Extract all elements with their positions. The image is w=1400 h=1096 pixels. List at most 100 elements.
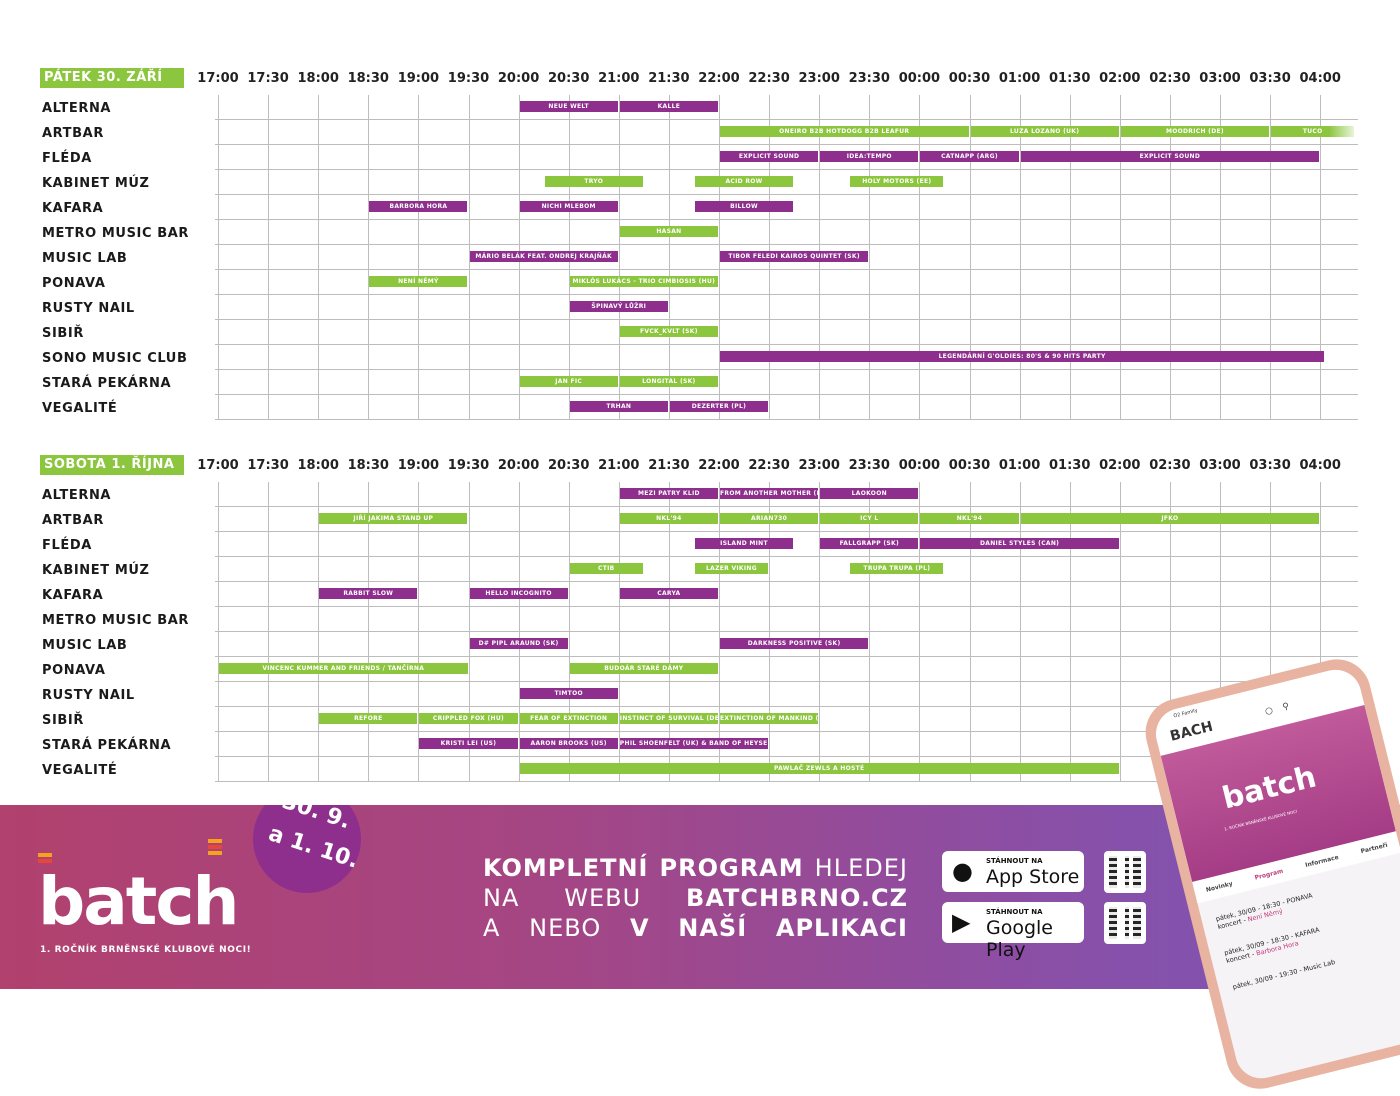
venue-name: KABINET MÚZ: [42, 176, 150, 191]
time-label: 01:00: [998, 71, 1041, 86]
logo-bar-right-icon: [208, 839, 222, 843]
event-block[interactable]: MÁRIO BELÁK FEAT. ONDREJ KRAJŇÁK: [469, 251, 618, 262]
promo-website[interactable]: BATCHBRNO.CZ: [686, 884, 908, 912]
venue-name: STARÁ PEKÁRNA: [42, 738, 172, 753]
event-block[interactable]: CTIB: [569, 563, 643, 574]
event-block[interactable]: D# PIPL ARAUND (SK): [469, 638, 568, 649]
event-block[interactable]: NICHI MLEBOM: [519, 201, 618, 212]
app-store-qr-code[interactable]: [1104, 851, 1146, 893]
event-block[interactable]: KRISTI LEI (US): [419, 738, 518, 749]
time-label: 02:00: [1099, 458, 1141, 473]
row-divider: [215, 531, 1358, 532]
event-block[interactable]: MIKLÓS LUKÁCS - TRIO CIMBIOSIS (HU): [569, 276, 718, 287]
phone-tab[interactable]: Partneři: [1359, 841, 1389, 855]
event-block[interactable]: ONEIRO B2B HOTDOGG B2B LEAFUR: [720, 126, 969, 137]
grid-line: [368, 95, 370, 420]
row-divider: [215, 731, 1358, 732]
phone-tab[interactable]: Novinky: [1205, 879, 1234, 894]
promo-word: PROGRAM: [659, 854, 804, 882]
google-play-button[interactable]: ▶ STÁHNOUT NA Google Play: [942, 902, 1084, 961]
event-block[interactable]: JAN FIC: [519, 376, 618, 387]
event-block[interactable]: MEZI PATRY KLID: [619, 488, 718, 499]
event-block[interactable]: CRIPPLED FOX (HU): [419, 713, 518, 724]
event-block[interactable]: AARON BROOKS (US): [519, 738, 618, 749]
event-block[interactable]: LAZER VIKING: [694, 563, 769, 574]
time-label: 00:30: [948, 458, 991, 473]
event-block[interactable]: CATNAPP (ARG): [920, 151, 1019, 162]
google-play-qr-code[interactable]: [1104, 902, 1146, 944]
logo-bar-right-icon: [208, 845, 222, 849]
event-block[interactable]: HASAN: [619, 226, 718, 237]
phone-tab[interactable]: Program: [1253, 867, 1284, 882]
event-block[interactable]: FEAR OF EXTINCTION: [519, 713, 618, 724]
event-block[interactable]: LONGITAL (SK): [619, 376, 718, 387]
event-block[interactable]: EXPLICIT SOUND: [720, 151, 819, 162]
event-block[interactable]: ICY L: [820, 513, 919, 524]
row-divider: [215, 419, 1358, 420]
event-block[interactable]: DANIEL STYLES (CAN): [920, 538, 1119, 549]
event-block[interactable]: VINCENC KUMMER AND FRIENDS / TANČÍRNA: [219, 663, 468, 674]
event-block[interactable]: ACID ROW: [694, 176, 794, 187]
event-block[interactable]: TUCO: [1271, 126, 1355, 137]
event-block[interactable]: NKL'94: [920, 513, 1019, 524]
event-block[interactable]: FROM ANOTHER MOTHER (HR): [720, 488, 819, 499]
event-block[interactable]: DEZERTER (PL): [669, 401, 769, 412]
event-block[interactable]: PAWLAČ ZEWLS A HOSTÉ: [519, 763, 1119, 774]
event-block[interactable]: EXPLICIT SOUND: [1020, 151, 1320, 162]
row-divider: [215, 144, 1358, 145]
event-block[interactable]: BARBORA HORA: [369, 201, 468, 212]
event-block[interactable]: RABBIT SLOW: [319, 588, 418, 599]
grid-line: [318, 482, 320, 782]
event-block[interactable]: TIMTOO: [519, 688, 618, 699]
event-block[interactable]: JIŘÍ JAKIMA STAND UP: [319, 513, 468, 524]
event-block[interactable]: LUZA LOZANO (UK): [970, 126, 1119, 137]
app-store-button[interactable]: ● STÁHNOUT NA App Store: [942, 851, 1084, 892]
row-divider: [215, 756, 1358, 757]
event-block[interactable]: MOODRICH (DE): [1120, 126, 1270, 137]
row-divider: [215, 219, 1358, 220]
row-divider: [215, 706, 1358, 707]
row-divider: [215, 194, 1358, 195]
event-block[interactable]: BILLOW: [694, 201, 794, 212]
phone-list-item[interactable]: pátek, 30/09 - 18:30 - KAFARA koncert - …: [1223, 926, 1322, 965]
row-divider: [215, 169, 1358, 170]
event-block[interactable]: FALLGRAPP (SK): [820, 538, 919, 549]
venue-name: METRO MUSIC BAR: [42, 613, 190, 628]
event-block[interactable]: ISLAND MINT: [694, 538, 794, 549]
event-block[interactable]: KALLE: [619, 101, 718, 112]
event-block[interactable]: NKL'94: [619, 513, 718, 524]
event-block[interactable]: NENÍ NĚMÝ: [369, 276, 468, 287]
event-block[interactable]: REFORE: [319, 713, 418, 724]
promo-word: NA: [483, 884, 520, 912]
event-block[interactable]: IDEA:TEMPO: [820, 151, 919, 162]
event-block[interactable]: EXTINCTION OF MANKIND (UK): [720, 713, 819, 724]
venue-name: VEGALITÉ: [42, 763, 118, 778]
event-block[interactable]: BUDOÁR STARÉ DÁMY: [569, 663, 718, 674]
event-block[interactable]: DARKNESS POSITIVE (SK): [720, 638, 869, 649]
google-play-label: Google Play: [986, 917, 1054, 961]
time-label: 17:00: [197, 458, 239, 473]
event-block[interactable]: FVCK_KVLT (SK): [619, 326, 718, 337]
event-block[interactable]: HELLO INCOGNITO: [469, 588, 568, 599]
phone-list-item[interactable]: pátek, 30/09 - 19:30 - Music Lab: [1232, 958, 1336, 991]
event-block[interactable]: LAOKOON: [820, 488, 919, 499]
phone-list-item[interactable]: pátek, 30/09 - 18:30 - PONAVA koncert - …: [1215, 891, 1315, 931]
event-block[interactable]: LEGENDÁRNÍ G'OLDIES: 80'S & 90 HITS PART…: [720, 351, 1325, 362]
grid-line: [869, 95, 871, 420]
event-block[interactable]: JFKO: [1020, 513, 1320, 524]
event-block[interactable]: CARYA: [619, 588, 718, 599]
event-block[interactable]: ŠPINAVÝ LŮŽRI: [569, 301, 668, 312]
grid-line: [1169, 482, 1171, 782]
event-block[interactable]: HOLY MOTORS (EE): [850, 176, 944, 187]
event-block[interactable]: ARIAN730: [720, 513, 819, 524]
grid-line: [418, 95, 420, 420]
event-block[interactable]: TIBOR FELEDI KAIROS QUINTET (SK): [720, 251, 869, 262]
event-block[interactable]: INSTINCT OF SURVIVAL (DE): [619, 713, 718, 724]
venue-name: ALTERNA: [42, 488, 112, 503]
event-block[interactable]: PHIL SHOENFELT (UK) & BAND OF HEYSEK: [619, 738, 769, 749]
phone-tab[interactable]: Informace: [1304, 853, 1340, 869]
event-block[interactable]: TRUPA TRUPA (PL): [850, 563, 944, 574]
event-block[interactable]: NEUE WELT: [519, 101, 618, 112]
event-block[interactable]: TRYO: [544, 176, 643, 187]
event-block[interactable]: TRHAN: [569, 401, 668, 412]
